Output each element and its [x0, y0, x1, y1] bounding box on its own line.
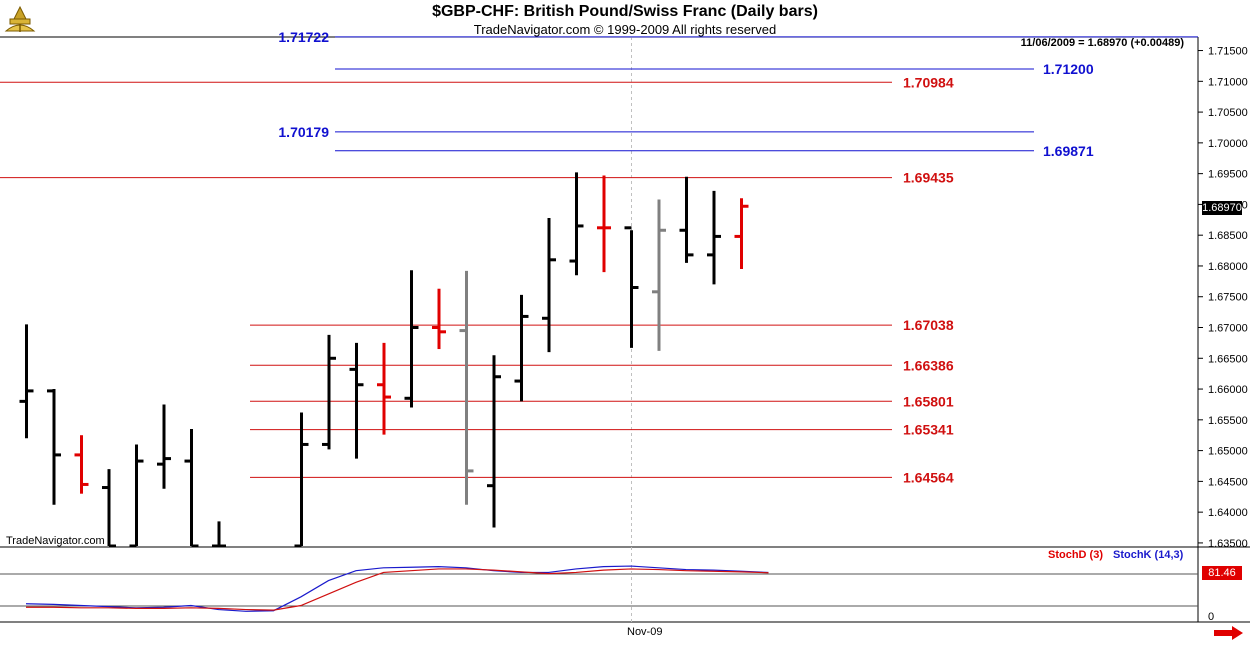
y-tick-label: 1.68500 — [1208, 230, 1248, 242]
stoch-zero-label: 0 — [1208, 611, 1215, 623]
y-tick-label: 1.67500 — [1208, 292, 1248, 304]
price-readout: 11/06/2009 = 1.68970 (+0.00489) — [1020, 37, 1184, 49]
y-tick-label: 1.64000 — [1208, 507, 1248, 519]
level-label: 1.71722 — [278, 29, 329, 45]
chart-title: $GBP-CHF: British Pound/Swiss Franc (Dai… — [432, 3, 818, 20]
level-label: 1.64564 — [903, 469, 954, 485]
level-label: 1.67038 — [903, 317, 954, 333]
y-tick-label: 1.64500 — [1208, 476, 1248, 488]
y-tick-label: 1.71500 — [1208, 46, 1248, 58]
y-tick-label: 1.66000 — [1208, 384, 1248, 396]
sextant-logo-icon — [2, 5, 38, 37]
level-label: 1.65801 — [903, 393, 954, 409]
chart-subtitle: TradeNavigator.com © 1999-2009 All right… — [473, 22, 777, 37]
y-tick-label: 1.67000 — [1208, 323, 1248, 335]
y-tick-label: 1.70500 — [1208, 107, 1248, 119]
legend-stochk: StochK (14,3) — [1113, 549, 1184, 561]
y-tick-label: 1.70000 — [1208, 138, 1248, 150]
level-label: 1.70984 — [903, 74, 954, 90]
stochd-line — [26, 568, 769, 611]
scroll-right-arrow-icon[interactable] — [1212, 626, 1244, 640]
level-label: 1.66386 — [903, 357, 954, 373]
level-label: 1.69871 — [1043, 143, 1094, 159]
y-tick-label: 1.68000 — [1208, 261, 1248, 273]
y-tick-label: 1.65000 — [1208, 446, 1248, 458]
x-axis-date-label: Nov-09 — [627, 626, 663, 638]
y-tick-label: 1.69500 — [1208, 169, 1248, 181]
level-label: 1.65341 — [903, 422, 954, 438]
legend-stochd: StochD (3) — [1048, 549, 1103, 561]
y-tick-label: 1.71000 — [1208, 76, 1248, 88]
level-label: 1.69435 — [903, 170, 954, 186]
level-label: 1.71200 — [1043, 61, 1094, 77]
watermark-label: TradeNavigator.com — [6, 535, 105, 547]
stoch-last-value-badge: 81.46 — [1202, 566, 1242, 580]
last-price-badge: 1.68970 — [1202, 201, 1242, 215]
y-tick-label: 1.65500 — [1208, 415, 1248, 427]
level-label: 1.70179 — [278, 124, 329, 140]
stochk-line — [25, 565, 769, 612]
y-tick-label: 1.63500 — [1208, 538, 1248, 550]
y-tick-label: 1.66500 — [1208, 353, 1248, 365]
